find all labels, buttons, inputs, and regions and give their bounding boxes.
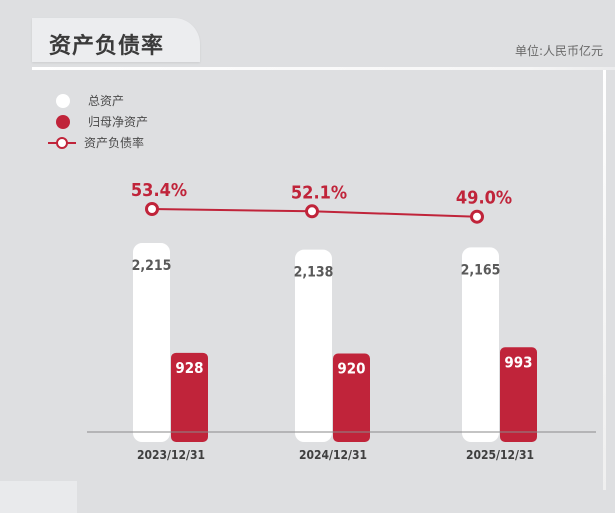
x-tick-label: 2023/12/31 <box>137 448 205 462</box>
value-label-total-assets: 2,165 <box>461 262 501 278</box>
page-title: 资产负债率 <box>49 34 165 59</box>
debt-ratio-label: 49.0% <box>456 188 512 209</box>
legend-item-total-assets: 总资产 <box>52 90 148 111</box>
debt-ratio-label: 53.4% <box>131 180 187 201</box>
legend-line-icon <box>48 136 76 150</box>
legend-item-net-assets: 归母净资产 <box>52 111 148 132</box>
bar-net-assets <box>500 347 537 442</box>
bar-net-assets <box>171 352 208 442</box>
legend-label-total-assets: 总资产 <box>88 94 125 108</box>
legend-label-debt-ratio: 资产负债率 <box>84 136 145 150</box>
debt-ratio-point <box>470 209 484 224</box>
debt-ratio-label: 52.1% <box>291 182 347 203</box>
unit-label: 单位:人民币亿元 <box>514 44 603 58</box>
bar-total-assets <box>462 247 499 442</box>
debt-ratio-point <box>305 204 319 219</box>
legend-swatch-total-assets <box>56 93 70 108</box>
debt-ratio-point <box>145 202 159 216</box>
value-label-net-assets: 920 <box>337 360 365 378</box>
corner-decoration <box>0 481 77 513</box>
legend-swatch-net-assets <box>56 114 70 129</box>
legend-item-debt-ratio: 资产负债率 <box>48 132 148 153</box>
header-divider <box>32 67 615 70</box>
bar-net-assets <box>333 353 370 442</box>
value-label-total-assets: 2,138 <box>294 265 334 281</box>
panel-right-edge <box>603 70 606 490</box>
title-tab <box>32 18 200 62</box>
bar-total-assets <box>133 243 170 442</box>
legend-label-net-assets: 归母净资产 <box>88 115 149 129</box>
x-tick-label: 2025/12/31 <box>466 448 534 462</box>
x-tick-label: 2024/12/31 <box>299 448 367 462</box>
value-label-total-assets: 2,215 <box>132 258 172 274</box>
value-label-net-assets: 928 <box>175 359 203 377</box>
legend: 总资产 归母净资产 资产负债率 <box>48 90 148 153</box>
value-label-net-assets: 993 <box>504 353 532 371</box>
bar-total-assets <box>295 249 332 442</box>
